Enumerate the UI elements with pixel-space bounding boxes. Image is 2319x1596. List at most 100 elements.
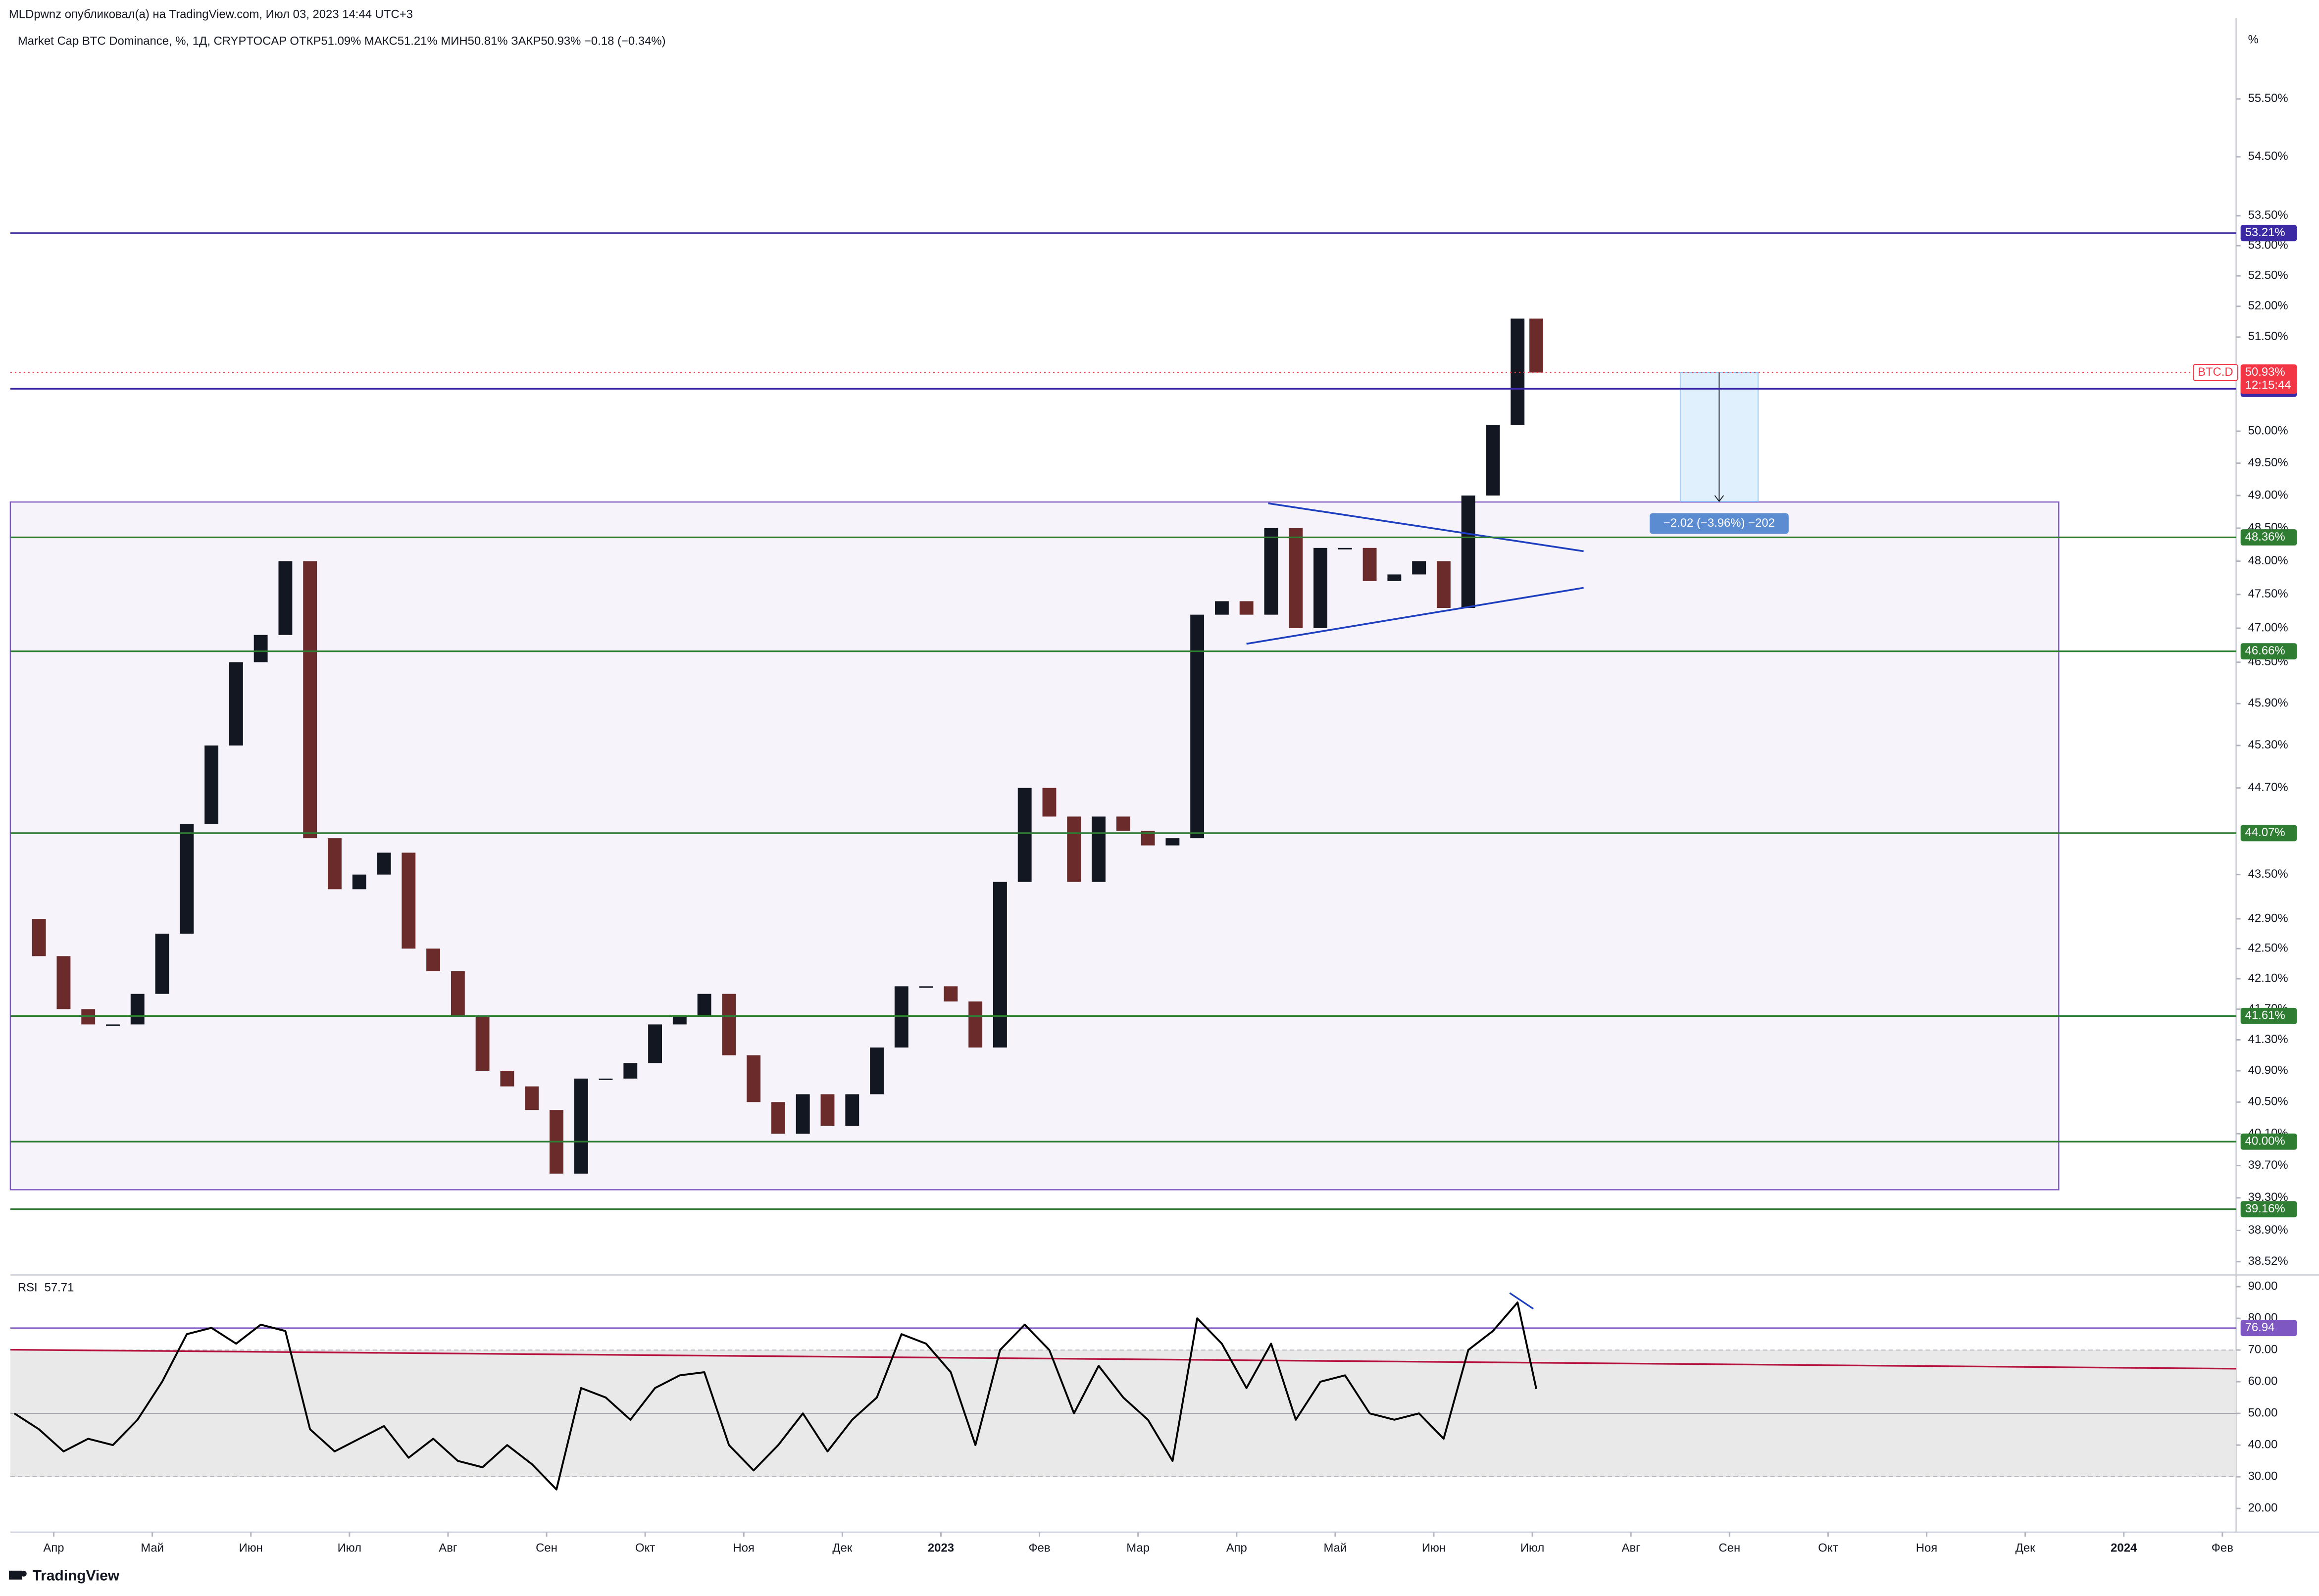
candle — [32, 918, 46, 956]
candle — [771, 1102, 785, 1134]
x-tick-label: Апр — [1226, 1541, 1247, 1554]
candle — [820, 1094, 835, 1126]
candle — [1116, 816, 1130, 831]
x-tick-label: Ноя — [1916, 1541, 1937, 1554]
y-tick-label: 45.30% — [2248, 738, 2288, 751]
candle — [796, 1094, 810, 1134]
x-tick-label: Окт — [635, 1541, 655, 1554]
x-tick-label: Май — [1323, 1541, 1347, 1554]
brand: TradingView — [33, 1568, 120, 1584]
x-tick-label: Июл — [1520, 1541, 1544, 1554]
x-tick-label: Май — [141, 1541, 164, 1554]
measure-label: −2.02 (−3.96%) −202 — [1664, 516, 1775, 530]
rsi-line — [13, 1301, 1537, 1491]
level-label-box — [2240, 825, 2297, 842]
candle — [1092, 816, 1106, 882]
candle — [328, 838, 342, 890]
candle — [1264, 528, 1278, 615]
y-tick-label: 43.50% — [2248, 867, 2288, 881]
legend: Market Cap BTC Dominance, %, 1Д, CRYPTOC… — [18, 34, 666, 48]
y-tick-label: 49.50% — [2248, 456, 2288, 469]
x-tick-label: Дек — [832, 1541, 852, 1554]
candle — [1387, 574, 1402, 581]
candle — [1529, 318, 1544, 373]
level-label: 46.66% — [2245, 644, 2285, 657]
candle — [1486, 425, 1500, 496]
candle — [944, 986, 958, 1002]
y-tick-label: 40.90% — [2248, 1063, 2288, 1077]
range-zone — [9, 501, 2060, 1191]
candle — [968, 1001, 983, 1048]
y-tick-label: 52.00% — [2248, 299, 2288, 312]
candle — [229, 662, 243, 746]
countdown: 12:15:44 — [2245, 379, 2291, 392]
candle — [56, 956, 71, 1009]
level-label-box — [2240, 643, 2297, 660]
candle — [672, 1016, 687, 1025]
y-tick-label: 55.50% — [2248, 92, 2288, 105]
candle — [402, 852, 416, 949]
symbol-label: BTC.D — [2198, 365, 2233, 379]
y-tick-label: 49.00% — [2248, 488, 2288, 501]
candle — [180, 823, 194, 934]
x-tick-label: Авг — [439, 1541, 457, 1554]
candle — [697, 994, 711, 1017]
candle — [919, 986, 933, 988]
y-tick-label: 52.50% — [2248, 269, 2288, 282]
publisher: MLDpwnz опубликовал(а) на TradingView.co… — [9, 8, 413, 21]
candle — [993, 882, 1007, 1048]
y-tick-label: 53.50% — [2248, 208, 2288, 222]
y-tick-label: 54.50% — [2248, 150, 2288, 163]
x-tick-label: Сен — [536, 1541, 557, 1554]
candle — [1338, 548, 1352, 549]
x-tick-label: Июл — [338, 1541, 361, 1554]
level-label: 41.61% — [2245, 1009, 2285, 1022]
candle — [1042, 788, 1057, 817]
y-tick-label: 48.00% — [2248, 554, 2288, 567]
candle — [1511, 318, 1525, 425]
candle — [1412, 561, 1426, 575]
brand-logo — [8, 1570, 27, 1580]
rsi-y-tick-label: 50.00 — [2248, 1406, 2278, 1419]
level-label: 48.36% — [2245, 530, 2285, 544]
y-tick-label: 45.90% — [2248, 697, 2288, 710]
candle — [894, 986, 908, 1048]
candle — [1165, 838, 1180, 846]
trendline — [1246, 587, 1584, 645]
candle — [106, 1024, 120, 1026]
measure-label-box — [1650, 513, 1789, 534]
rsi-trendline — [1509, 1292, 1534, 1310]
x-tick-label: Авг — [1622, 1541, 1641, 1554]
level-label-box — [2240, 1007, 2297, 1024]
trendline — [1268, 502, 1584, 552]
x-tick-label: 2023 — [928, 1541, 954, 1554]
candle — [1239, 601, 1254, 615]
x-tick-label: Июн — [239, 1541, 263, 1554]
level-label: 53.21% — [2245, 226, 2285, 239]
y-tick-label: 42.90% — [2248, 911, 2288, 925]
measure-arrowhead — [1714, 495, 1724, 502]
rsi-y-tick-label: 20.00 — [2248, 1501, 2278, 1514]
logo-dot — [20, 1570, 27, 1577]
rsi-y-tick-label: 70.00 — [2248, 1343, 2278, 1356]
y-tick-label: 50.00% — [2248, 424, 2288, 437]
candle — [623, 1063, 638, 1079]
x-tick-label: Апр — [43, 1541, 64, 1554]
candle — [155, 934, 169, 994]
candle — [1017, 788, 1032, 882]
rsi-level-label: 76.94 — [2245, 1321, 2275, 1334]
y-tick-label: 38.90% — [2248, 1223, 2288, 1237]
candle — [1190, 614, 1205, 839]
candle — [303, 561, 317, 839]
candle — [1067, 816, 1081, 882]
candle — [204, 745, 219, 824]
candle — [525, 1086, 539, 1110]
y-tick-label: 44.70% — [2248, 781, 2288, 794]
candle — [845, 1094, 859, 1126]
candle — [426, 948, 441, 971]
candle — [377, 852, 391, 875]
candle — [574, 1078, 588, 1174]
